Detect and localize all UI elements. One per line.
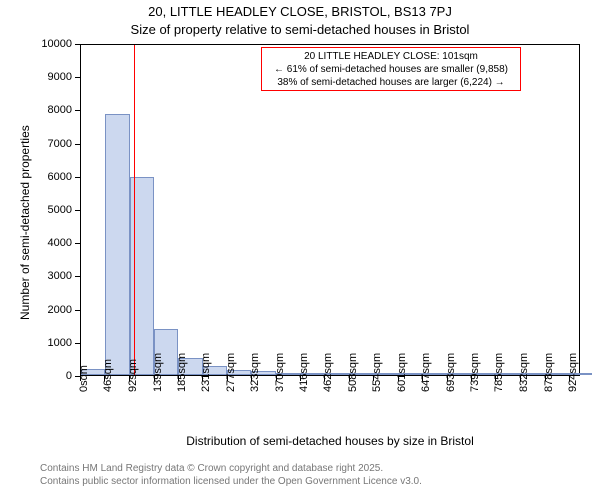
y-tick-label: 7000 [48, 138, 72, 150]
y-tick-label: 8000 [48, 104, 72, 116]
y-tick-label: 5000 [48, 204, 72, 216]
y-tick-label: 2000 [48, 304, 72, 316]
annotation-line: 38% of semi-detached houses are larger (… [266, 76, 516, 89]
plot-area: 20 LITTLE HEADLEY CLOSE: 101sqm← 61% of … [80, 44, 580, 376]
reference-line [134, 45, 135, 375]
y-tick-label: 1000 [48, 337, 72, 349]
annotation-box: 20 LITTLE HEADLEY CLOSE: 101sqm← 61% of … [261, 47, 521, 91]
credit-line: Contains HM Land Registry data © Crown c… [40, 462, 422, 475]
y-tick-label: 3000 [48, 270, 72, 282]
annotation-line: ← 61% of semi-detached houses are smalle… [266, 63, 516, 76]
y-axis-label: Number of semi-detached properties [18, 125, 32, 320]
y-tick-label: 9000 [48, 71, 72, 83]
credit-line: Contains public sector information licen… [40, 475, 422, 488]
y-tick-label: 10000 [41, 38, 72, 50]
annotation-line: 20 LITTLE HEADLEY CLOSE: 101sqm [266, 50, 516, 63]
y-tick-label: 6000 [48, 171, 72, 183]
histogram-bar [130, 177, 154, 375]
chart-title-line1: 20, LITTLE HEADLEY CLOSE, BRISTOL, BS13 … [0, 4, 600, 19]
chart-title-line2: Size of property relative to semi-detach… [0, 22, 600, 37]
x-axis-label: Distribution of semi-detached houses by … [80, 434, 580, 448]
histogram-bar [105, 114, 129, 375]
y-tick-label: 4000 [48, 237, 72, 249]
credits-text: Contains HM Land Registry data © Crown c… [40, 462, 422, 488]
chart-container: 20, LITTLE HEADLEY CLOSE, BRISTOL, BS13 … [0, 0, 600, 500]
y-tick-label: 0 [66, 370, 72, 382]
